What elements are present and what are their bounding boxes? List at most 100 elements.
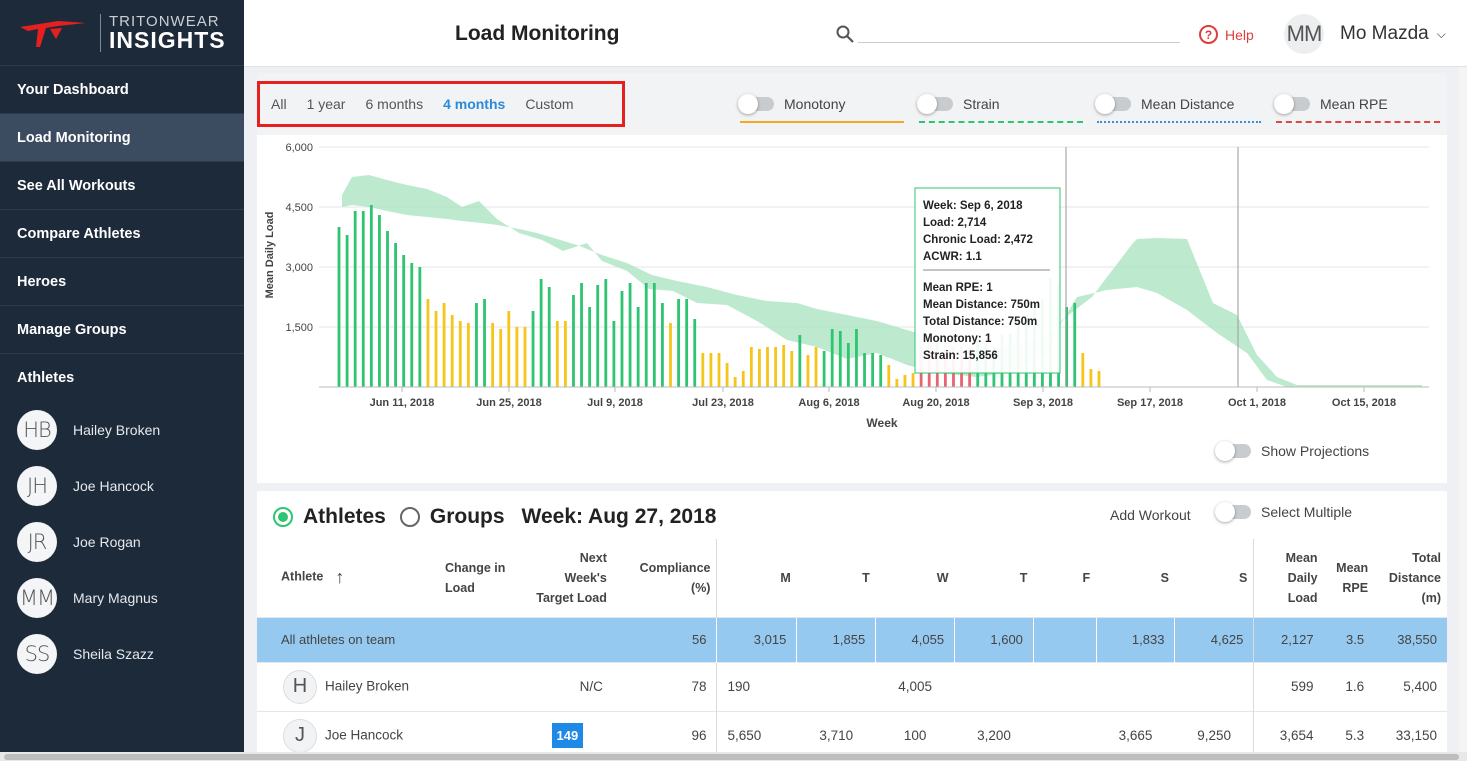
vertical-scrollbar[interactable] [1459,67,1467,752]
day-load-cell: 100 [875,710,955,760]
chart-bar [741,371,745,387]
col-day: T [797,539,876,617]
groups-radio[interactable] [399,507,420,527]
chart-bar [749,347,753,387]
day-load-cell [1032,616,1097,662]
athlete-cell[interactable]: J Joe Hancock [257,710,439,760]
header-text: S [1238,570,1248,585]
load-chart: 6,000 4,500 3,000 1,500 Jun 11, 2018 Jun 25, … [264,142,1429,430]
table-row[interactable]: H Hailey Broken N/C 78 190 4,005 599 1.6 5,400 [257,661,1447,711]
chart-bar [814,347,818,387]
user-menu[interactable]: Mo Mazda ⌵ [1340,23,1446,45]
chart-bar [539,279,543,387]
chart-bar [911,373,915,387]
sidebar-athlete-joe-hancock[interactable]: JH Joe Hancock [0,458,244,514]
athlete-name: All athletes on team [281,632,396,647]
chart-bar [652,283,656,387]
chart-bar [701,353,705,387]
projections-label: Show Projections [1261,443,1370,459]
x-tick-label: Oct 15, 2018 [1332,397,1396,409]
horizontal-scrollbar[interactable] [0,752,1467,761]
toggle-monotony[interactable]: Monotony [738,87,904,123]
sidebar-athlete-mary-magnus[interactable]: MM Mary Magnus [0,570,244,626]
sidebar-item-compare-athletes[interactable]: Compare Athletes [0,210,244,258]
tritonwear-logo-icon [20,20,86,47]
athlete-load-table: Athlete ↑ Change in Load Next Week's Target Lo… [257,539,1447,760]
week-title: Week: Aug 27, 2018 [521,505,717,528]
table-row[interactable]: J Joe Hancock 149 96 5,650 3,710 100 3,200 3,665… [257,710,1447,760]
select-multiple-toggle[interactable]: Select Multiple [1215,502,1352,522]
sidebar-item-heroes[interactable]: Heroes [0,258,244,306]
sidebar-athlete-joe-rogan[interactable]: JR Joe Rogan [0,514,244,570]
sidebar-item-your-dashboard[interactable]: Your Dashboard [0,66,244,114]
brand-logo[interactable]: TRITONWEAR INSIGHTS [0,0,244,66]
add-workout-button[interactable]: Add Workout [1110,507,1191,523]
day-load-cell [1096,661,1175,711]
avatar: H [283,669,317,704]
range-tab-6-months[interactable]: 6 months [365,96,424,112]
avatar: J [283,718,317,753]
show-projections-toggle[interactable]: Show Projections [1215,441,1370,461]
toggle-switch[interactable] [1274,94,1310,114]
sidebar-item-manage-groups[interactable]: Manage Groups [0,306,244,354]
tooltip-line: Mean RPE: 1 [923,282,993,294]
athletes-radio[interactable] [273,507,293,527]
projections-switch[interactable] [1215,441,1251,461]
x-tick-label: Jul 23, 2018 [692,397,754,409]
chart-bar [337,227,341,387]
athlete-name: Joe Hancock [325,727,404,743]
toggle-mean-rpe[interactable]: Mean RPE [1274,87,1440,123]
sidebar-item-see-all-workouts[interactable]: See All Workouts [0,162,244,210]
range-tab-custom[interactable]: Custom [525,96,574,112]
toggle-strain[interactable]: Strain [917,87,1083,123]
day-load-cell: 3,015 [716,616,797,662]
user-avatar[interactable]: MM [1284,14,1324,54]
tooltip-line: Monotony: 1 [923,333,992,345]
change-in-load-cell [438,616,522,662]
sidebar-athlete-hailey-broken[interactable]: HB Hailey Broken [0,402,244,458]
select-multiple-switch[interactable] [1215,502,1251,522]
toggle-mean-distance[interactable]: Mean Distance [1095,87,1261,123]
sidebar-athlete-list: HB Hailey Broken JH Joe Hancock JR Joe Rogan M… [0,402,244,682]
chart-bar [863,353,866,387]
help-link[interactable]: ? Help [1199,25,1254,44]
chart-bar [725,363,729,387]
sidebar-item-load-monitoring[interactable]: Load Monitoring [0,114,244,162]
toggle-switch[interactable] [1095,94,1131,114]
chart-bar [563,321,567,387]
mean-rpe-cell: 1.6 [1323,661,1375,711]
toggle-switch[interactable] [738,94,774,114]
chart-bar [1081,353,1085,387]
x-tick-label: Jul 9, 2018 [587,397,643,409]
search-icon[interactable] [836,25,854,43]
chart-bar [361,211,365,387]
search-input[interactable] [858,42,1180,43]
groups-view-label: Groups [429,505,505,528]
sort-up-icon[interactable]: ↑ [335,567,345,588]
table-body: All athletes on team 56 3,015 1,855 4,055 1,6… [257,616,1447,760]
avatar: SS [17,634,57,674]
toggle-switch[interactable] [917,94,953,114]
x-tick-label: Aug 20, 2018 [902,397,969,409]
chart-bar [402,255,406,387]
header-text: Distance [1388,570,1441,585]
athlete-cell[interactable]: H Hailey Broken [257,661,439,711]
toggle-legend-line [919,121,1083,123]
x-tick-label: Sep 3, 2018 [1013,397,1073,409]
y-tick-label: 4,500 [285,202,313,214]
range-tab-all[interactable]: All [271,96,287,112]
page-title: Load Monitoring [455,22,620,45]
scrollbar-thumb[interactable] [4,754,1459,760]
sidebar-athlete-sheila-szazz[interactable]: SS Sheila Szazz [0,626,244,682]
table-row[interactable]: All athletes on team 56 3,015 1,855 4,055 1,6… [257,616,1447,662]
chart-bar [758,349,761,387]
chart-bar [685,299,689,387]
range-tab-1-year[interactable]: 1 year [306,96,346,112]
chart-bar [596,285,600,387]
target-load-value: N/C [579,679,603,694]
athlete-cell[interactable]: All athletes on team [257,616,439,662]
range-tab-4-months[interactable]: 4 months [443,96,506,112]
col-day: S [1175,539,1254,617]
x-tick-label: Sep 17, 2018 [1117,397,1183,409]
total-distance-cell: 38,550 [1374,616,1447,662]
